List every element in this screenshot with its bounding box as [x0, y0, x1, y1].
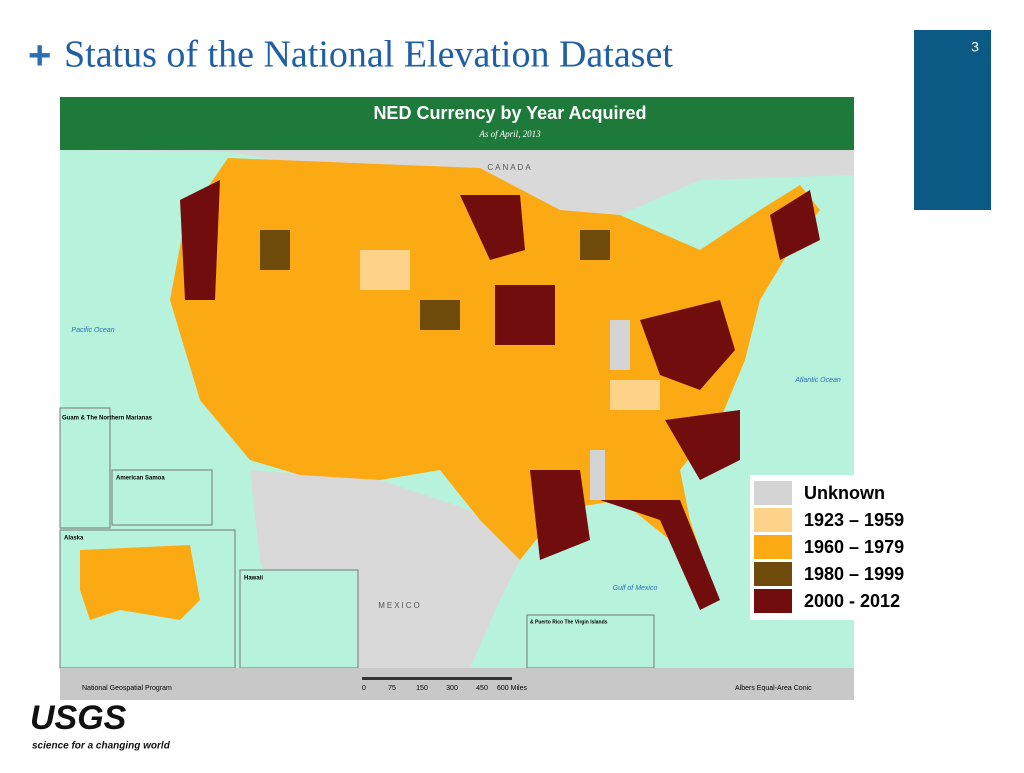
patch	[260, 230, 290, 270]
patch	[590, 450, 605, 500]
legend-label: 1960 – 1979	[804, 537, 904, 557]
patch	[180, 180, 220, 300]
patch	[420, 300, 460, 330]
legend-swatch	[754, 589, 792, 613]
patch	[640, 300, 735, 390]
legend-swatch	[754, 481, 792, 505]
inset	[59, 407, 111, 529]
inset	[111, 469, 213, 526]
scale-label: 600 Miles	[497, 685, 527, 692]
inset-title: & Puerto Rico The Virgin Islands	[530, 619, 608, 625]
patch	[610, 380, 660, 410]
legend-items: Unknown 1923 – 1959 1960 – 1979 1980 – 1999…	[754, 481, 904, 613]
legend-swatch	[754, 535, 792, 559]
legend-label: Unknown	[804, 483, 885, 503]
alaska-land	[80, 545, 200, 620]
patch	[665, 410, 740, 480]
inset-title: Hawaii	[244, 576, 263, 582]
map-subtitle: As of April, 2013	[478, 129, 541, 139]
map-patches	[180, 180, 820, 610]
patch	[530, 470, 590, 560]
conus	[170, 158, 820, 600]
scale-label: 75	[388, 685, 396, 692]
logo-tagline: science for a changing world	[32, 741, 171, 752]
scale-label: 150	[416, 685, 428, 692]
inset	[526, 614, 655, 669]
page-box	[914, 30, 991, 210]
map-label: Gulf of Mexico	[613, 585, 658, 592]
patch	[770, 190, 820, 260]
legend-label: 1923 – 1959	[804, 510, 904, 530]
map-label: Atlantic Ocean	[794, 377, 841, 384]
patch	[360, 250, 410, 290]
map-footer	[60, 668, 854, 700]
footer-text: Albers Equal-Area Conic	[735, 685, 812, 692]
page-number: 3	[971, 39, 979, 55]
inset-title: American Samoa	[116, 476, 165, 482]
bullet: +	[28, 34, 51, 78]
slide-title: Status of the National Elevation Dataset	[64, 34, 673, 76]
scale-label: 300	[446, 685, 458, 692]
legend-swatch	[754, 508, 792, 532]
logo: USGS	[30, 699, 127, 737]
patch	[495, 285, 555, 345]
map-title: NED Currency by Year Acquired	[373, 103, 646, 123]
patch	[600, 500, 720, 610]
map-header	[60, 97, 854, 150]
canada-land	[60, 150, 854, 215]
inset	[239, 569, 359, 669]
legend-swatch	[754, 562, 792, 586]
scale-label: 0	[362, 685, 366, 692]
patch	[580, 230, 610, 260]
scale-bar	[362, 677, 512, 680]
scale-label: 450	[476, 685, 488, 692]
inset-title: Alaska	[64, 536, 84, 542]
map-label: CANADA	[487, 163, 532, 172]
map-label: Pacific Ocean	[71, 327, 114, 334]
map-label: MEXICO	[378, 601, 422, 610]
legend-label: 1980 – 1999	[804, 564, 904, 584]
footer-text: National Geospatial Program	[82, 685, 172, 692]
scale-labels: 0 75 150 300 450 600 Miles	[362, 685, 527, 692]
legend-label: 2000 - 2012	[804, 591, 900, 611]
patch	[460, 195, 525, 260]
patch	[610, 320, 630, 370]
inset-title: Guam & The Northern Marianas	[62, 416, 153, 422]
